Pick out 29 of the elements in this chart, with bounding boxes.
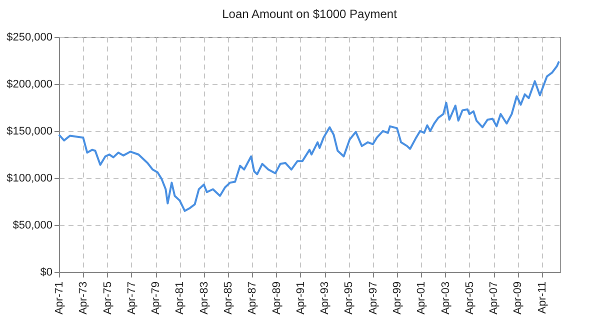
x-tick-label: Apr-85 <box>222 282 235 315</box>
y-tick-label: $50,000 <box>12 220 52 232</box>
x-tick-label: Apr-89 <box>270 282 283 315</box>
x-tick-label: Apr-81 <box>174 282 186 315</box>
x-tick-label: Apr-93 <box>319 282 332 315</box>
x-tick-label: Apr-77 <box>126 282 138 315</box>
x-tick-label: Apr-73 <box>78 282 90 315</box>
y-tick-label: $250,000 <box>6 32 52 44</box>
x-tick-label: Apr-09 <box>512 282 524 315</box>
x-tick-label: Apr-97 <box>367 282 380 315</box>
y-tick-label: $200,000 <box>6 78 52 90</box>
x-tick-label: Apr-91 <box>294 282 307 315</box>
y-tick-label: $0 <box>40 266 52 278</box>
x-tick-label: Apr-75 <box>102 282 114 315</box>
x-tick-label: Apr-71 <box>54 282 66 315</box>
line-series <box>58 60 560 212</box>
x-tick-label: Apr-79 <box>150 282 162 315</box>
y-tick-label: $100,000 <box>6 172 52 184</box>
x-tick-label: Apr-01 <box>416 282 428 315</box>
x-tick-label: Apr-95 <box>343 282 356 315</box>
chart-title: Loan Amount on $1000 Payment <box>222 7 398 21</box>
x-tick-label: Apr-11 <box>536 282 548 314</box>
y-tick-label: $150,000 <box>6 126 52 138</box>
x-tick-label: Apr-83 <box>198 282 210 315</box>
x-tick-label: Apr-87 <box>246 282 259 315</box>
x-tick-label: Apr-99 <box>392 282 404 315</box>
x-tick-label: Apr-05 <box>464 282 476 315</box>
x-tick-label: Apr-07 <box>488 282 500 315</box>
x-tick-label: Apr-03 <box>440 282 452 315</box>
